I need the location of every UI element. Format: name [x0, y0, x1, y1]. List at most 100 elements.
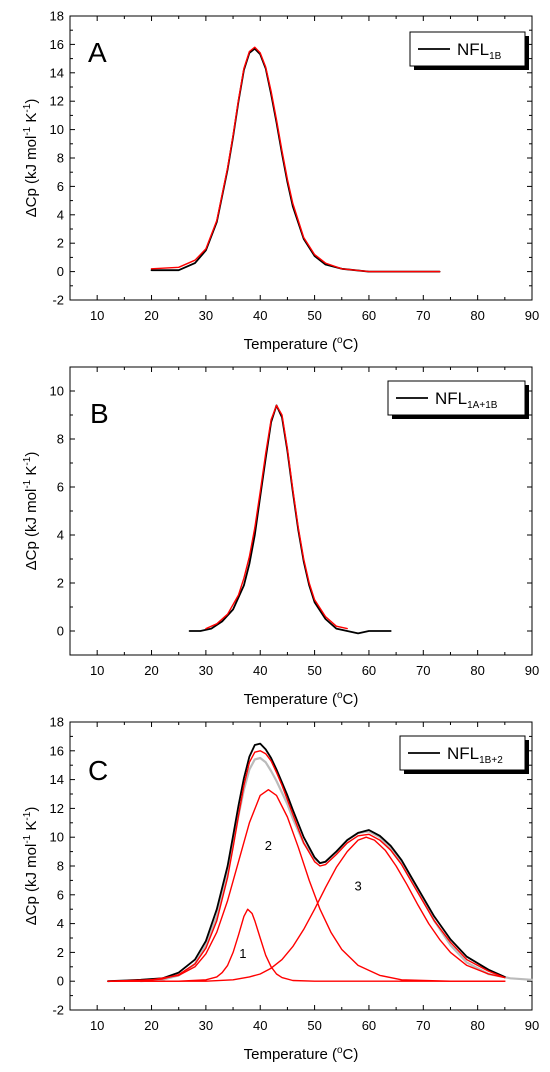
x-axis-label-unit: C): [343, 336, 359, 353]
x-tick-label: 50: [307, 1018, 321, 1033]
peak-label: 2: [265, 838, 272, 853]
legend-label-subscript: 1B+2: [479, 755, 503, 766]
x-tick-label: 70: [416, 663, 430, 678]
x-axis-label-unit: C): [343, 691, 359, 708]
y-axis-label: ΔCp (kJ mol-1 K-1): [22, 99, 40, 218]
y-axis-label-sup: -1: [22, 811, 33, 820]
x-tick-label: 80: [470, 663, 484, 678]
series-line: [205, 404, 348, 630]
x-tick-label: 70: [416, 1018, 430, 1033]
y-tick-label: 12: [50, 94, 64, 109]
x-tick-label: 30: [199, 663, 213, 678]
x-tick-label: 30: [199, 1018, 213, 1033]
x-tick-label: 90: [525, 308, 539, 323]
y-tick-label: 2: [57, 576, 64, 591]
x-tick-label: 20: [144, 308, 158, 323]
y-tick-label: 10: [50, 122, 64, 137]
y-axis-label-text: K: [23, 466, 40, 480]
y-tick-label: 8: [57, 151, 64, 166]
y-axis-label-text: ): [23, 807, 40, 812]
y-axis-label-sup: -1: [22, 456, 33, 465]
y-tick-label: 10: [50, 384, 64, 399]
y-tick-label: -2: [52, 293, 64, 308]
x-axis-label: Temperature (oC): [244, 1045, 359, 1063]
peak-label: 3: [354, 878, 361, 893]
y-tick-label: 4: [57, 207, 64, 222]
series-line: [150, 47, 441, 273]
y-axis-label-text: ΔCp (kJ mol: [23, 136, 40, 218]
y-tick-label: 6: [57, 480, 64, 495]
x-tick-label: 50: [307, 308, 321, 323]
y-axis-label-text: ): [23, 452, 40, 457]
y-tick-label: 16: [50, 37, 64, 52]
x-tick-label: 40: [253, 1018, 267, 1033]
x-tick-label: 60: [362, 663, 376, 678]
x-axis-label-sup: o: [337, 1045, 343, 1056]
legend-label-subscript: 1A+1B: [467, 400, 498, 411]
x-tick-label: 90: [525, 1018, 539, 1033]
x-axis-label: Temperature (oC): [244, 690, 359, 708]
y-tick-label: 10: [50, 830, 64, 845]
y-tick-label: 8: [57, 859, 64, 874]
y-tick-label: 0: [57, 974, 64, 989]
y-tick-label: 12: [50, 801, 64, 816]
x-axis-label-text: Temperature (: [244, 691, 337, 708]
x-tick-label: 50: [307, 663, 321, 678]
series-line: [107, 908, 506, 982]
y-tick-label: 14: [50, 772, 64, 787]
y-tick-label: 14: [50, 65, 64, 80]
x-tick-label: 20: [144, 1018, 158, 1033]
y-tick-label: 0: [57, 264, 64, 279]
x-tick-label: 10: [90, 308, 104, 323]
x-tick-label: 40: [253, 663, 267, 678]
y-axis-label: ΔCp (kJ mol-1 K-1): [22, 452, 40, 571]
x-tick-label: 60: [362, 308, 376, 323]
x-tick-label: 40: [253, 308, 267, 323]
y-axis-label-sup: -1: [22, 834, 33, 843]
y-tick-label: 2: [57, 236, 64, 251]
y-tick-label: 6: [57, 887, 64, 902]
x-axis-label-text: Temperature (: [244, 1046, 337, 1063]
series-line: [188, 404, 392, 635]
series-line: [107, 789, 506, 982]
y-tick-label: 18: [50, 9, 64, 24]
x-tick-label: 60: [362, 1018, 376, 1033]
panel-letter: B: [90, 398, 109, 429]
series-line: [150, 46, 441, 273]
series-line: [107, 750, 506, 982]
x-axis-label-sup: o: [337, 335, 343, 346]
chart-panel-C: 10 20 30 40 50 60 70 80 90-2024681012141618123CN…: [22, 715, 539, 1064]
y-axis-label-text: ): [23, 99, 40, 104]
x-tick-label: 80: [470, 308, 484, 323]
y-tick-label: 18: [50, 715, 64, 730]
y-tick-label: 8: [57, 432, 64, 447]
x-axis-label-unit: C): [343, 1046, 359, 1063]
x-axis-label: Temperature (oC): [244, 335, 359, 353]
y-axis-label: ΔCp (kJ mol-1 K-1): [22, 807, 40, 926]
y-tick-label: 6: [57, 179, 64, 194]
y-tick-label: -2: [52, 1003, 64, 1018]
y-axis-label-text: K: [23, 113, 40, 127]
x-tick-label: 20: [144, 663, 158, 678]
y-axis-label-sup: -1: [22, 479, 33, 488]
series-line: [139, 756, 534, 983]
x-tick-label: 30: [199, 308, 213, 323]
panel-letter: A: [88, 37, 107, 68]
x-tick-label: 10: [90, 663, 104, 678]
y-axis-label-sup: -1: [22, 103, 33, 112]
panel-letter: C: [88, 755, 108, 786]
x-tick-label: 70: [416, 308, 430, 323]
series-line: [107, 742, 506, 983]
y-tick-label: 4: [57, 916, 64, 931]
y-axis-label-text: ΔCp (kJ mol: [23, 489, 40, 571]
y-axis-label-sup: -1: [22, 126, 33, 135]
peak-label: 1: [239, 946, 246, 961]
y-tick-label: 4: [57, 528, 64, 543]
series-line: [107, 836, 506, 982]
x-tick-label: 90: [525, 663, 539, 678]
x-tick-label: 10: [90, 1018, 104, 1033]
y-tick-label: 2: [57, 945, 64, 960]
legend-label-subscript: 1B: [489, 51, 502, 62]
